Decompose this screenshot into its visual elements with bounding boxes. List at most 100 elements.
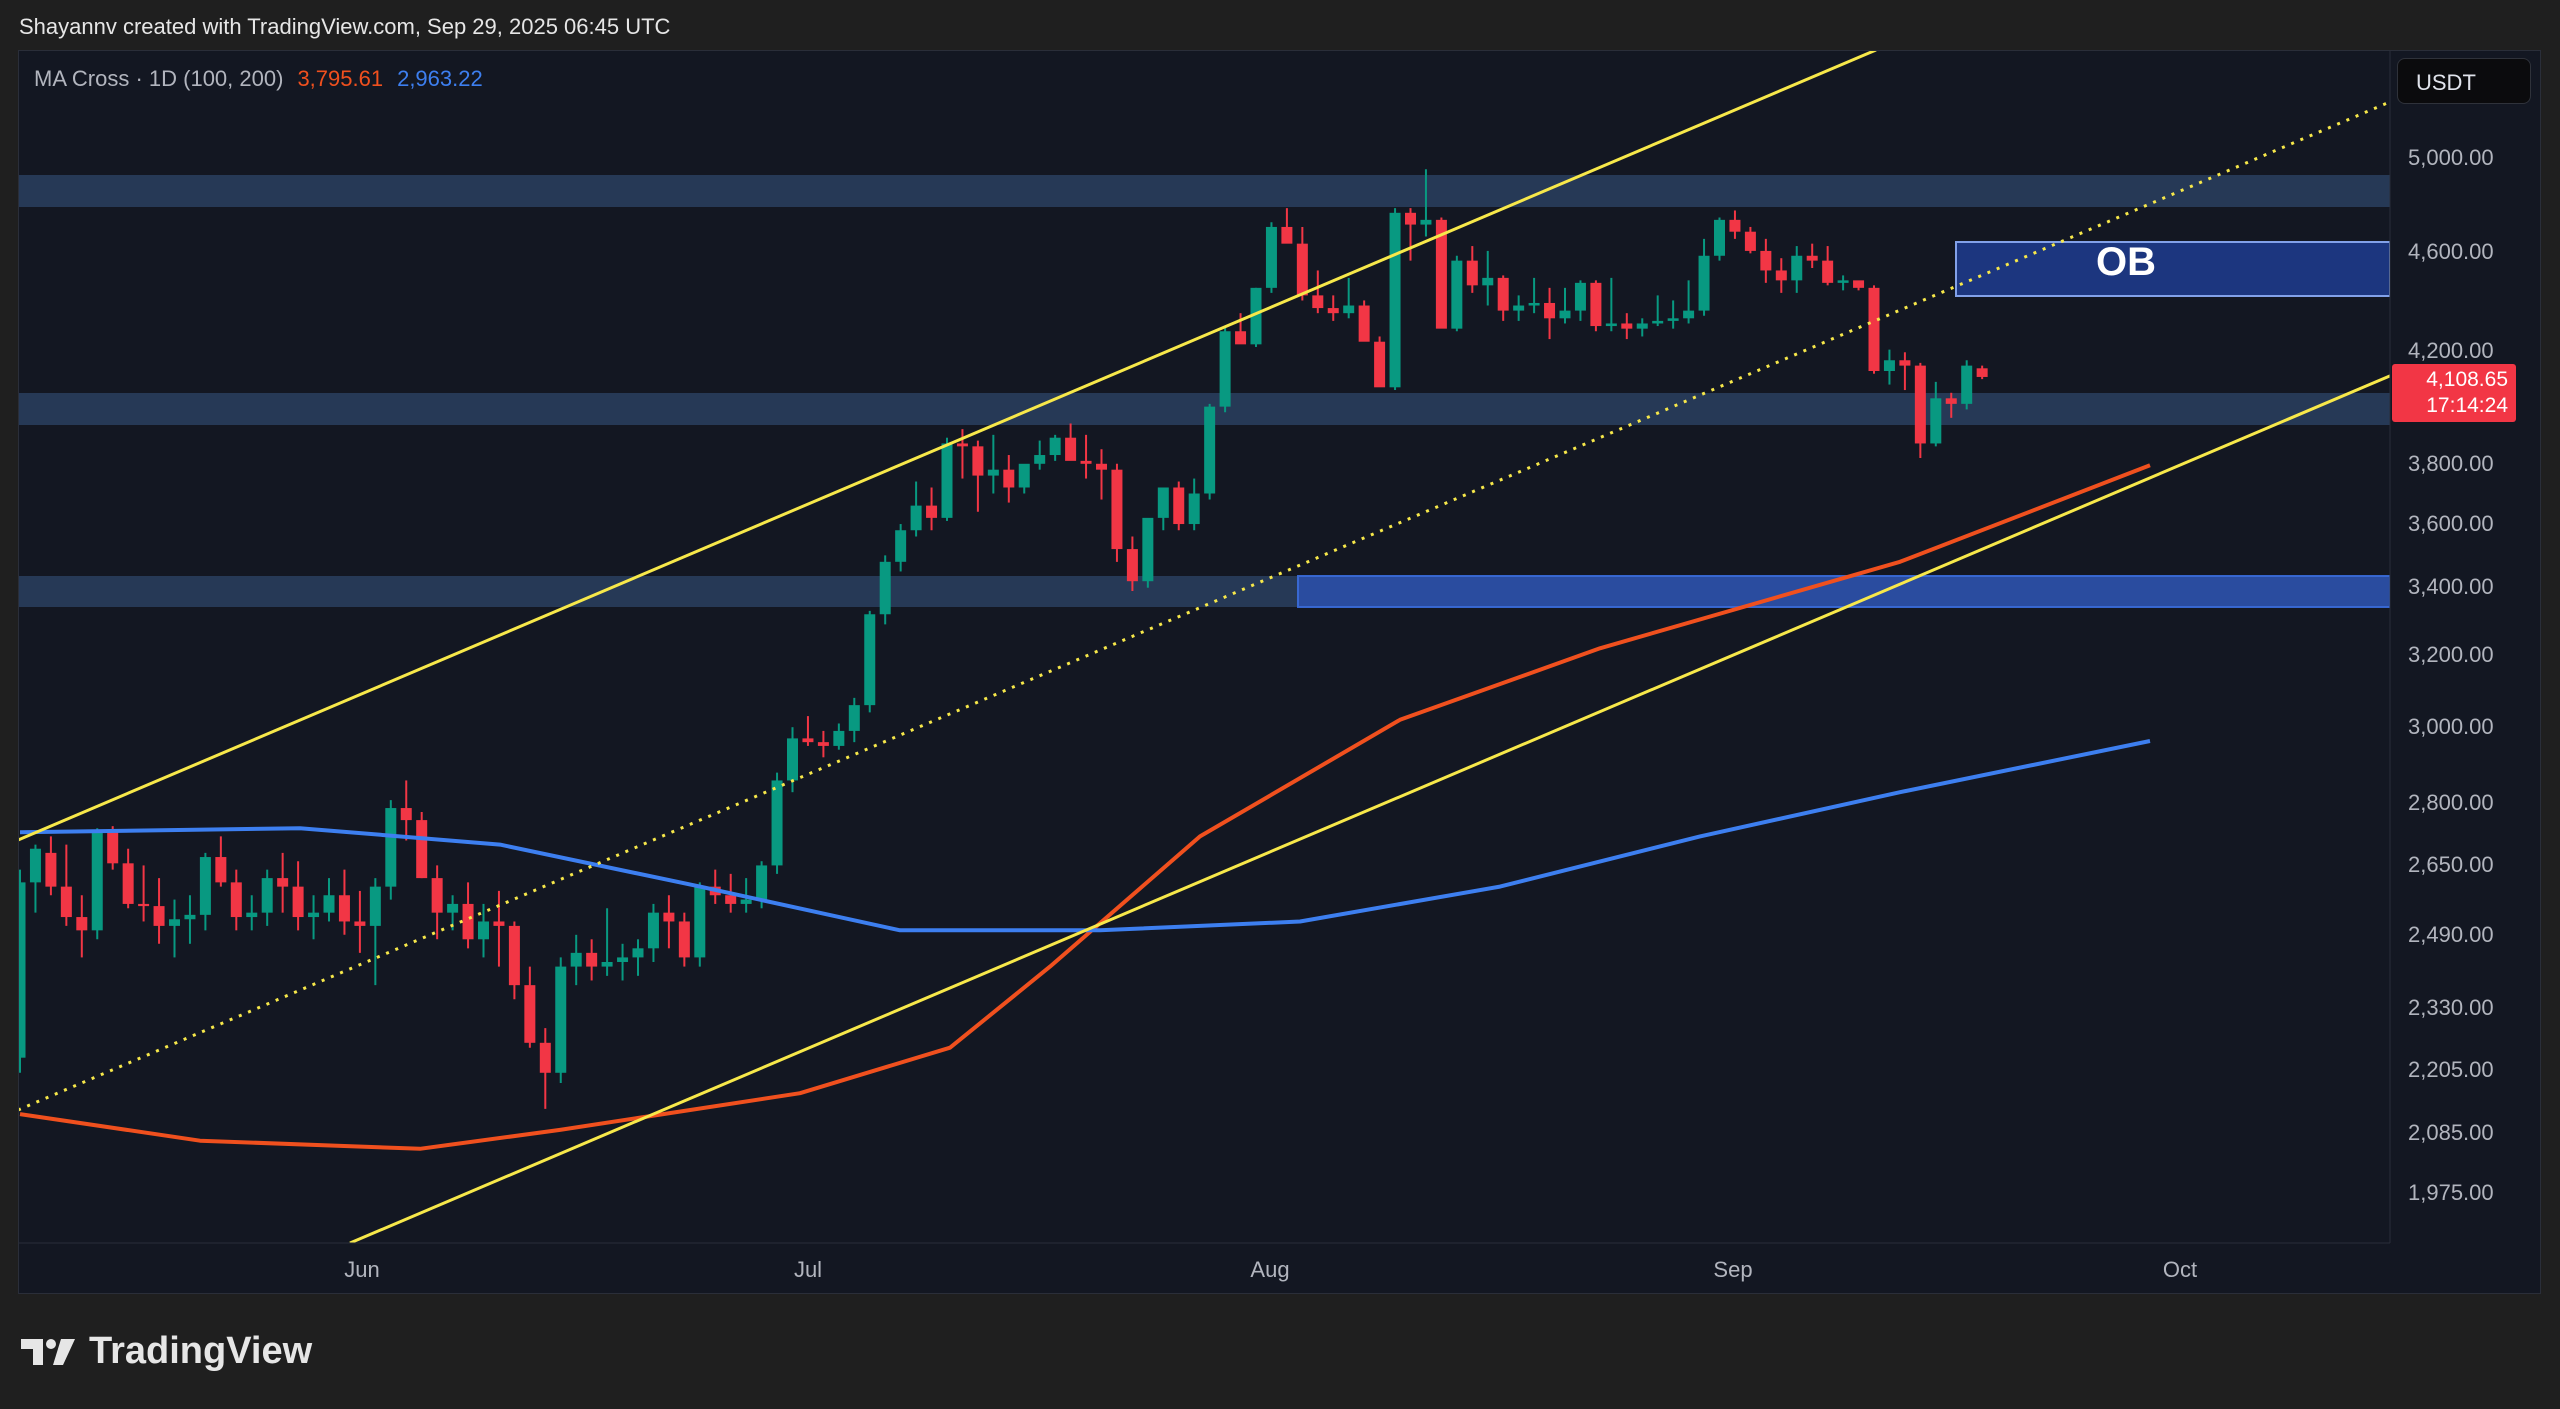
candle <box>1621 313 1633 340</box>
candle <box>1173 481 1185 531</box>
candle <box>817 730 829 758</box>
indicator-title: MA Cross · 1D (100, 200) <box>34 66 284 91</box>
candle <box>663 895 675 949</box>
zones-layer <box>19 175 2390 608</box>
price-axis-label: 4,200.00 <box>2408 338 2494 363</box>
candle <box>1729 210 1741 239</box>
price-axis-label: 4,600.00 <box>2408 239 2494 264</box>
candle <box>1065 423 1077 461</box>
candle <box>879 555 891 625</box>
tradingview-logo-icon <box>21 1338 75 1365</box>
last-price-value: 4,108.65 <box>2426 368 2508 391</box>
candle <box>1698 238 1710 316</box>
candle <box>1482 250 1494 306</box>
candle <box>1976 365 1988 380</box>
last-price-badge: 4,108.65 17:14:24 <box>2392 364 2516 422</box>
tradingview-brand[interactable]: TradingView <box>21 1330 312 1373</box>
price-axis-label: 2,205.00 <box>2408 1057 2494 1082</box>
candle <box>1636 318 1648 337</box>
ma100-value: 3,795.61 <box>297 66 384 91</box>
candle <box>539 1028 551 1109</box>
price-axis-label: 3,600.00 <box>2408 511 2494 536</box>
candle <box>1899 352 1911 391</box>
candle <box>864 610 876 713</box>
candle <box>972 440 984 512</box>
candle <box>1327 295 1339 321</box>
candle <box>354 890 366 953</box>
price-axis-label: 2,800.00 <box>2408 790 2494 815</box>
candle <box>431 865 443 940</box>
candle <box>1420 169 1432 237</box>
candle <box>1049 434 1061 461</box>
candle <box>292 861 304 931</box>
candle <box>1652 295 1664 327</box>
candle <box>76 895 88 958</box>
candle <box>1034 440 1046 470</box>
candle <box>1605 277 1617 332</box>
candle <box>1204 403 1216 500</box>
channel-lower-line[interactable] <box>349 374 2392 1243</box>
candle <box>1126 536 1138 592</box>
candle <box>416 812 428 879</box>
order-block-zone <box>1955 241 2390 297</box>
indicator-legend[interactable]: MA Cross · 1D (100, 200) 3,795.61 2,963.… <box>34 66 483 92</box>
time-axis-label: Sep <box>1713 1257 1753 1282</box>
candle <box>1883 349 1895 385</box>
candle <box>1714 217 1725 261</box>
candle <box>1374 336 1386 388</box>
candle <box>508 921 520 1000</box>
price-axis-label: 5,000.00 <box>2408 145 2494 170</box>
channel-upper-line[interactable] <box>18 50 1877 842</box>
candle <box>1451 255 1463 332</box>
price-axis-label: 1,975.00 <box>2408 1180 2494 1205</box>
time-axis-label: Aug <box>1250 1257 1290 1282</box>
candle <box>1405 208 1416 261</box>
candle <box>678 912 690 967</box>
candle <box>1497 275 1509 321</box>
candle <box>1142 517 1154 588</box>
currency-button[interactable]: USDT <box>2397 58 2531 104</box>
candle <box>1559 287 1571 324</box>
price-axis-label: 3,200.00 <box>2408 642 2494 667</box>
candle <box>91 828 103 940</box>
candle <box>1791 246 1803 293</box>
candle <box>1235 313 1247 345</box>
candle <box>1358 300 1370 342</box>
candle <box>617 943 629 981</box>
candle <box>1003 455 1015 503</box>
candle <box>277 852 289 913</box>
candle <box>199 852 211 931</box>
price-axis-label: 3,800.00 <box>2408 451 2494 476</box>
brand-name: TradingView <box>89 1330 313 1372</box>
candle-countdown: 17:14:24 <box>2426 394 2508 417</box>
candle <box>694 882 706 967</box>
candle <box>385 800 397 900</box>
candle <box>1265 222 1277 293</box>
candle <box>802 716 814 746</box>
candle <box>1590 280 1602 332</box>
candle <box>1250 287 1262 347</box>
price-axis-label: 3,000.00 <box>2408 714 2494 739</box>
candle <box>1837 275 1849 291</box>
candle <box>910 481 922 537</box>
candle <box>1296 226 1308 301</box>
moving-averages-layer <box>19 463 2151 1151</box>
candle <box>848 697 860 743</box>
candle <box>462 882 474 949</box>
candle <box>215 836 227 887</box>
candle <box>122 848 134 909</box>
candle <box>1466 246 1478 293</box>
candle <box>1945 392 1957 418</box>
candle <box>1775 258 1787 293</box>
ob-label: OB <box>2096 240 2156 284</box>
candle <box>1312 270 1324 314</box>
candle <box>1219 326 1231 413</box>
candle <box>323 878 335 922</box>
candle <box>555 957 567 1083</box>
ma100-line <box>19 463 2151 1151</box>
candle <box>771 772 783 874</box>
candle <box>1744 226 1756 254</box>
candle <box>400 780 412 841</box>
candle <box>29 844 41 913</box>
